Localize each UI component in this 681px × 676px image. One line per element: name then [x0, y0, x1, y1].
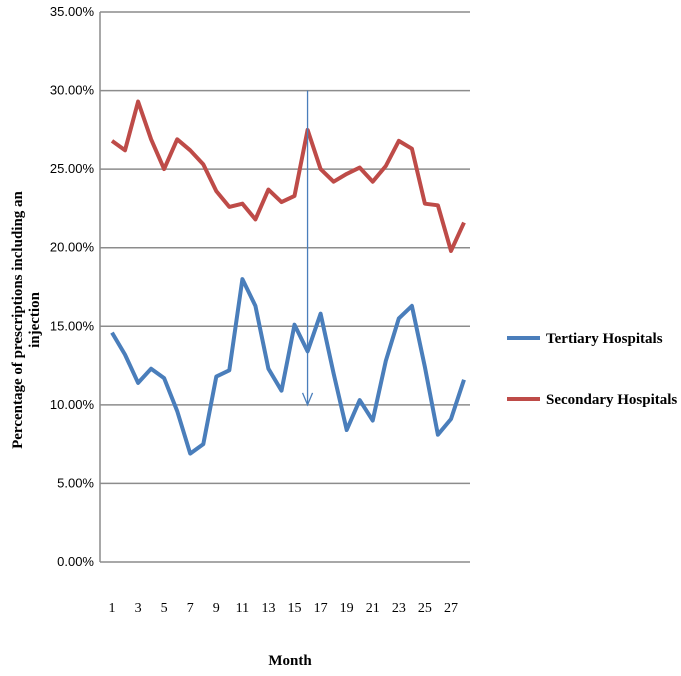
series-line-secondary	[110, 99, 466, 253]
x-tick-label: 7	[187, 601, 194, 616]
y-tick-label: 10.00%	[50, 397, 95, 412]
x-tick-label: 13	[261, 601, 275, 616]
x-tick-label: 21	[366, 601, 380, 616]
x-tick-label: 25	[418, 601, 432, 616]
y-axis-ticks: 0.00% 5.00% 10.00% 15.00% 20.00% 25.00% 30.00%…	[50, 4, 95, 569]
y-tick-label: 20.00%	[50, 240, 95, 255]
series-lines	[110, 99, 466, 456]
legend: Tertiary Hospitals Secondary Hospitals	[507, 331, 677, 408]
x-axis-ticks: 1 3 5 7 9 11 13 15 17 19 21 23 25 27	[109, 601, 458, 616]
x-tick-label: 5	[161, 601, 168, 616]
grid-lines	[99, 11, 470, 563]
series-line-tertiary	[110, 277, 466, 456]
legend-label: Secondary Hospitals	[546, 392, 677, 408]
x-tick-label: 11	[236, 601, 249, 616]
x-tick-label: 19	[340, 601, 354, 616]
x-tick-label: 23	[392, 601, 406, 616]
x-tick-label: 9	[213, 601, 220, 616]
y-tick-label: 0.00%	[57, 554, 94, 569]
legend-label: Tertiary Hospitals	[546, 331, 663, 347]
y-tick-label: 35.00%	[50, 4, 95, 19]
x-tick-label: 15	[288, 601, 302, 616]
y-tick-label: 5.00%	[57, 475, 94, 490]
y-tick-label: 25.00%	[50, 161, 95, 176]
annotation-arrow	[301, 90, 314, 407]
y-tick-label: 30.00%	[50, 83, 95, 98]
arrow-head	[301, 392, 314, 407]
y-axis-title: Percentage of prescriptions including an…	[10, 190, 43, 448]
x-tick-label: 27	[444, 601, 458, 616]
y-tick-label: 15.00%	[50, 318, 95, 333]
x-tick-label: 1	[109, 601, 116, 616]
x-tick-label: 3	[135, 601, 142, 616]
x-axis-title: Month	[268, 653, 312, 669]
x-tick-label: 17	[314, 601, 328, 616]
